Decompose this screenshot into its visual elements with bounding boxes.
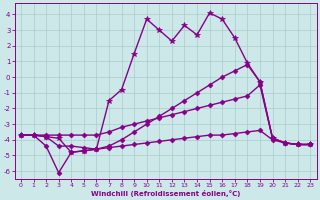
X-axis label: Windchill (Refroidissement éolien,°C): Windchill (Refroidissement éolien,°C) <box>91 190 240 197</box>
